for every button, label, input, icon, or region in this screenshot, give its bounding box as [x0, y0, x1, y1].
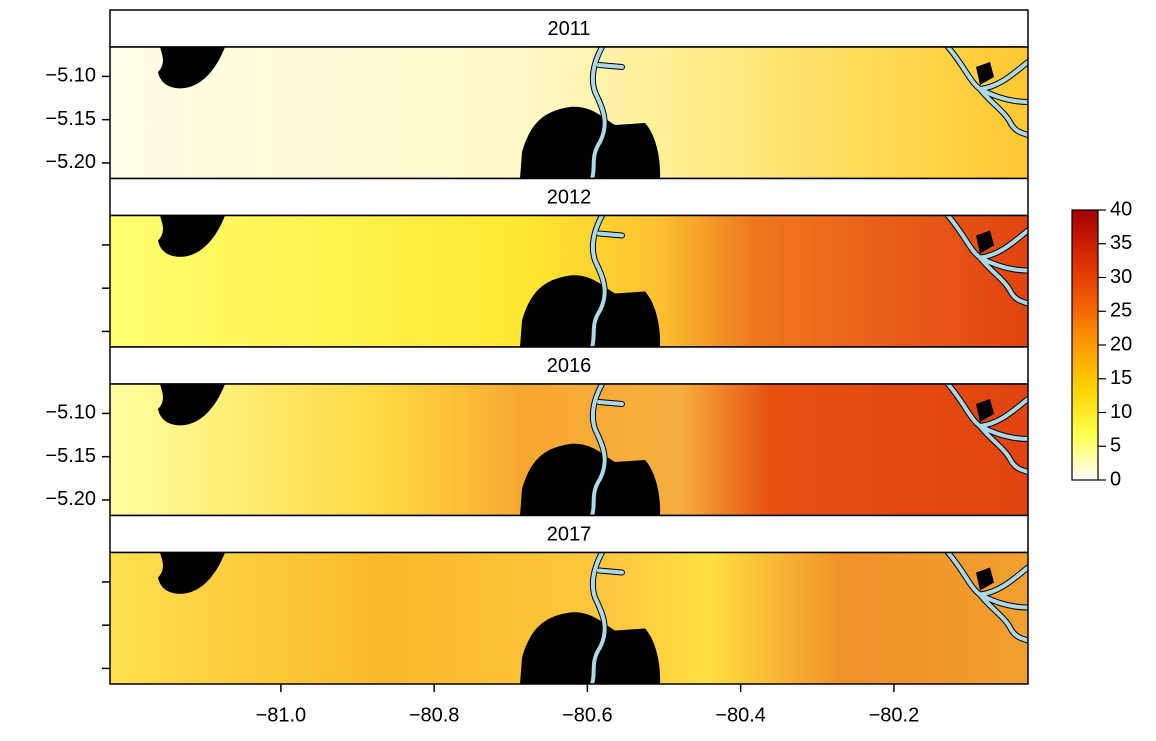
y-tick-label: −5.20 — [45, 488, 96, 510]
colorbar-tick-label: 30 — [1110, 266, 1132, 288]
colorbar-tick-label: 40 — [1110, 198, 1132, 220]
raster — [110, 553, 1028, 685]
x-tick-label: −80.4 — [715, 704, 766, 726]
page: 2011 −5.10 −5.15 −5.20 2012 2016 −5.10 −5.15 −5.… — [0, 0, 1156, 741]
colorbar-tick-label: 20 — [1110, 333, 1132, 355]
colorbar-tick-label: 15 — [1110, 367, 1132, 389]
colorbar-tick-label: 0 — [1110, 468, 1121, 490]
raster — [110, 384, 1028, 516]
y-tick-label: −5.15 — [45, 108, 96, 130]
raster — [110, 216, 1028, 348]
colorbar-tick-label: 35 — [1110, 232, 1132, 254]
panel-title: 2016 — [547, 355, 592, 377]
panel-title: 2011 — [547, 18, 590, 40]
x-tick-label: −80.6 — [562, 704, 613, 726]
colorbar — [1072, 210, 1098, 480]
raster — [110, 47, 1028, 179]
colorbar-tick-label: 25 — [1110, 300, 1132, 322]
y-tick-label: −5.10 — [45, 402, 96, 424]
chart: 2011 −5.10 −5.15 −5.20 2012 2016 −5.10 −5.15 −5.… — [0, 0, 1156, 736]
x-tick-label: −80.8 — [409, 704, 460, 726]
panel-title: 2017 — [547, 523, 592, 545]
y-tick-label: −5.10 — [45, 65, 96, 87]
panel-title: 2012 — [547, 186, 592, 208]
y-tick-label: −5.15 — [45, 445, 96, 467]
x-tick-label: −80.2 — [869, 704, 920, 726]
colorbar-tick-label: 10 — [1110, 401, 1132, 423]
y-tick-label: −5.20 — [45, 151, 96, 173]
colorbar-tick-label: 5 — [1110, 435, 1121, 457]
x-tick-label: −81.0 — [256, 704, 307, 726]
